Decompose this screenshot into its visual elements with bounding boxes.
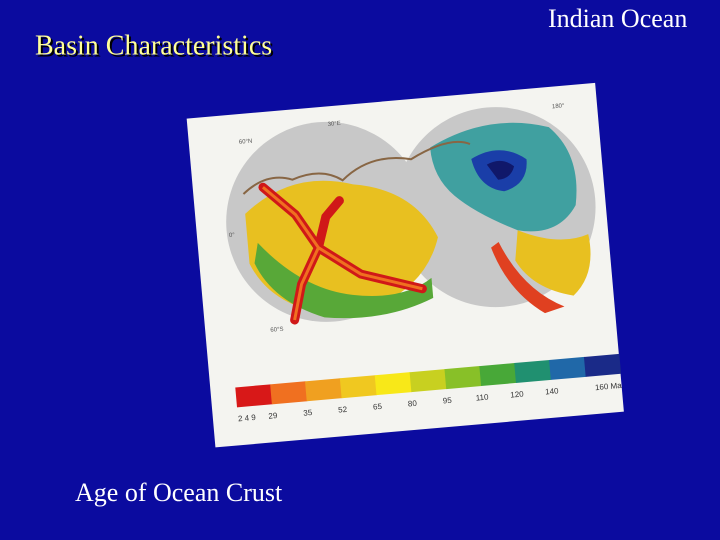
legend-label: 65 [373,402,383,412]
legend-swatch [583,353,622,377]
legend-label: 160 Ma [595,381,623,392]
legend-label: 140 [545,386,560,396]
legend-swatch [444,366,482,390]
legend-swatch [514,359,552,383]
legend-label: 35 [303,408,313,418]
legend-label: 29 [268,411,278,421]
map-ridge [261,186,423,321]
slide-heading: Indian Ocean [548,4,687,33]
map-crust [486,160,515,180]
map-coast [242,140,471,195]
legend-swatch [409,369,447,393]
legend-bar [235,353,622,408]
slide-caption: Age of Ocean Crust [75,478,283,507]
slide-title-shadow: Basin Characteristics [37,32,274,63]
graticule-label: 0° [229,232,236,239]
legend-label: 2 4 9 [238,413,257,424]
map-image: 2 4 9 29 35 52 65 80 95 110 120 140 160 Ma 60°N 30… [186,82,624,448]
legend-label: 52 [338,405,348,415]
map-ridge [491,241,565,314]
slide-title: Basin Characteristics [35,30,272,61]
graticule-label: 60°S [270,327,284,334]
legend-swatch [270,381,308,405]
legend-swatch [235,384,273,408]
legend-labels: 2 4 9 29 35 52 65 80 95 110 120 140 160 Ma [238,381,623,424]
legend-label: 95 [442,396,452,406]
legend-swatch [339,375,377,399]
graticule-label: 180° [552,103,565,110]
graticule-label: 30°E [327,121,341,128]
legend-label: 110 [475,392,489,402]
legend-swatch [305,378,343,402]
legend-label: 120 [510,389,525,399]
legend-swatch [549,356,587,380]
map-crust [515,230,591,296]
legend-label: 80 [408,399,418,409]
legend-swatch [374,372,412,396]
legend-swatch [479,362,517,387]
graticule-label: 60°N [239,139,253,146]
